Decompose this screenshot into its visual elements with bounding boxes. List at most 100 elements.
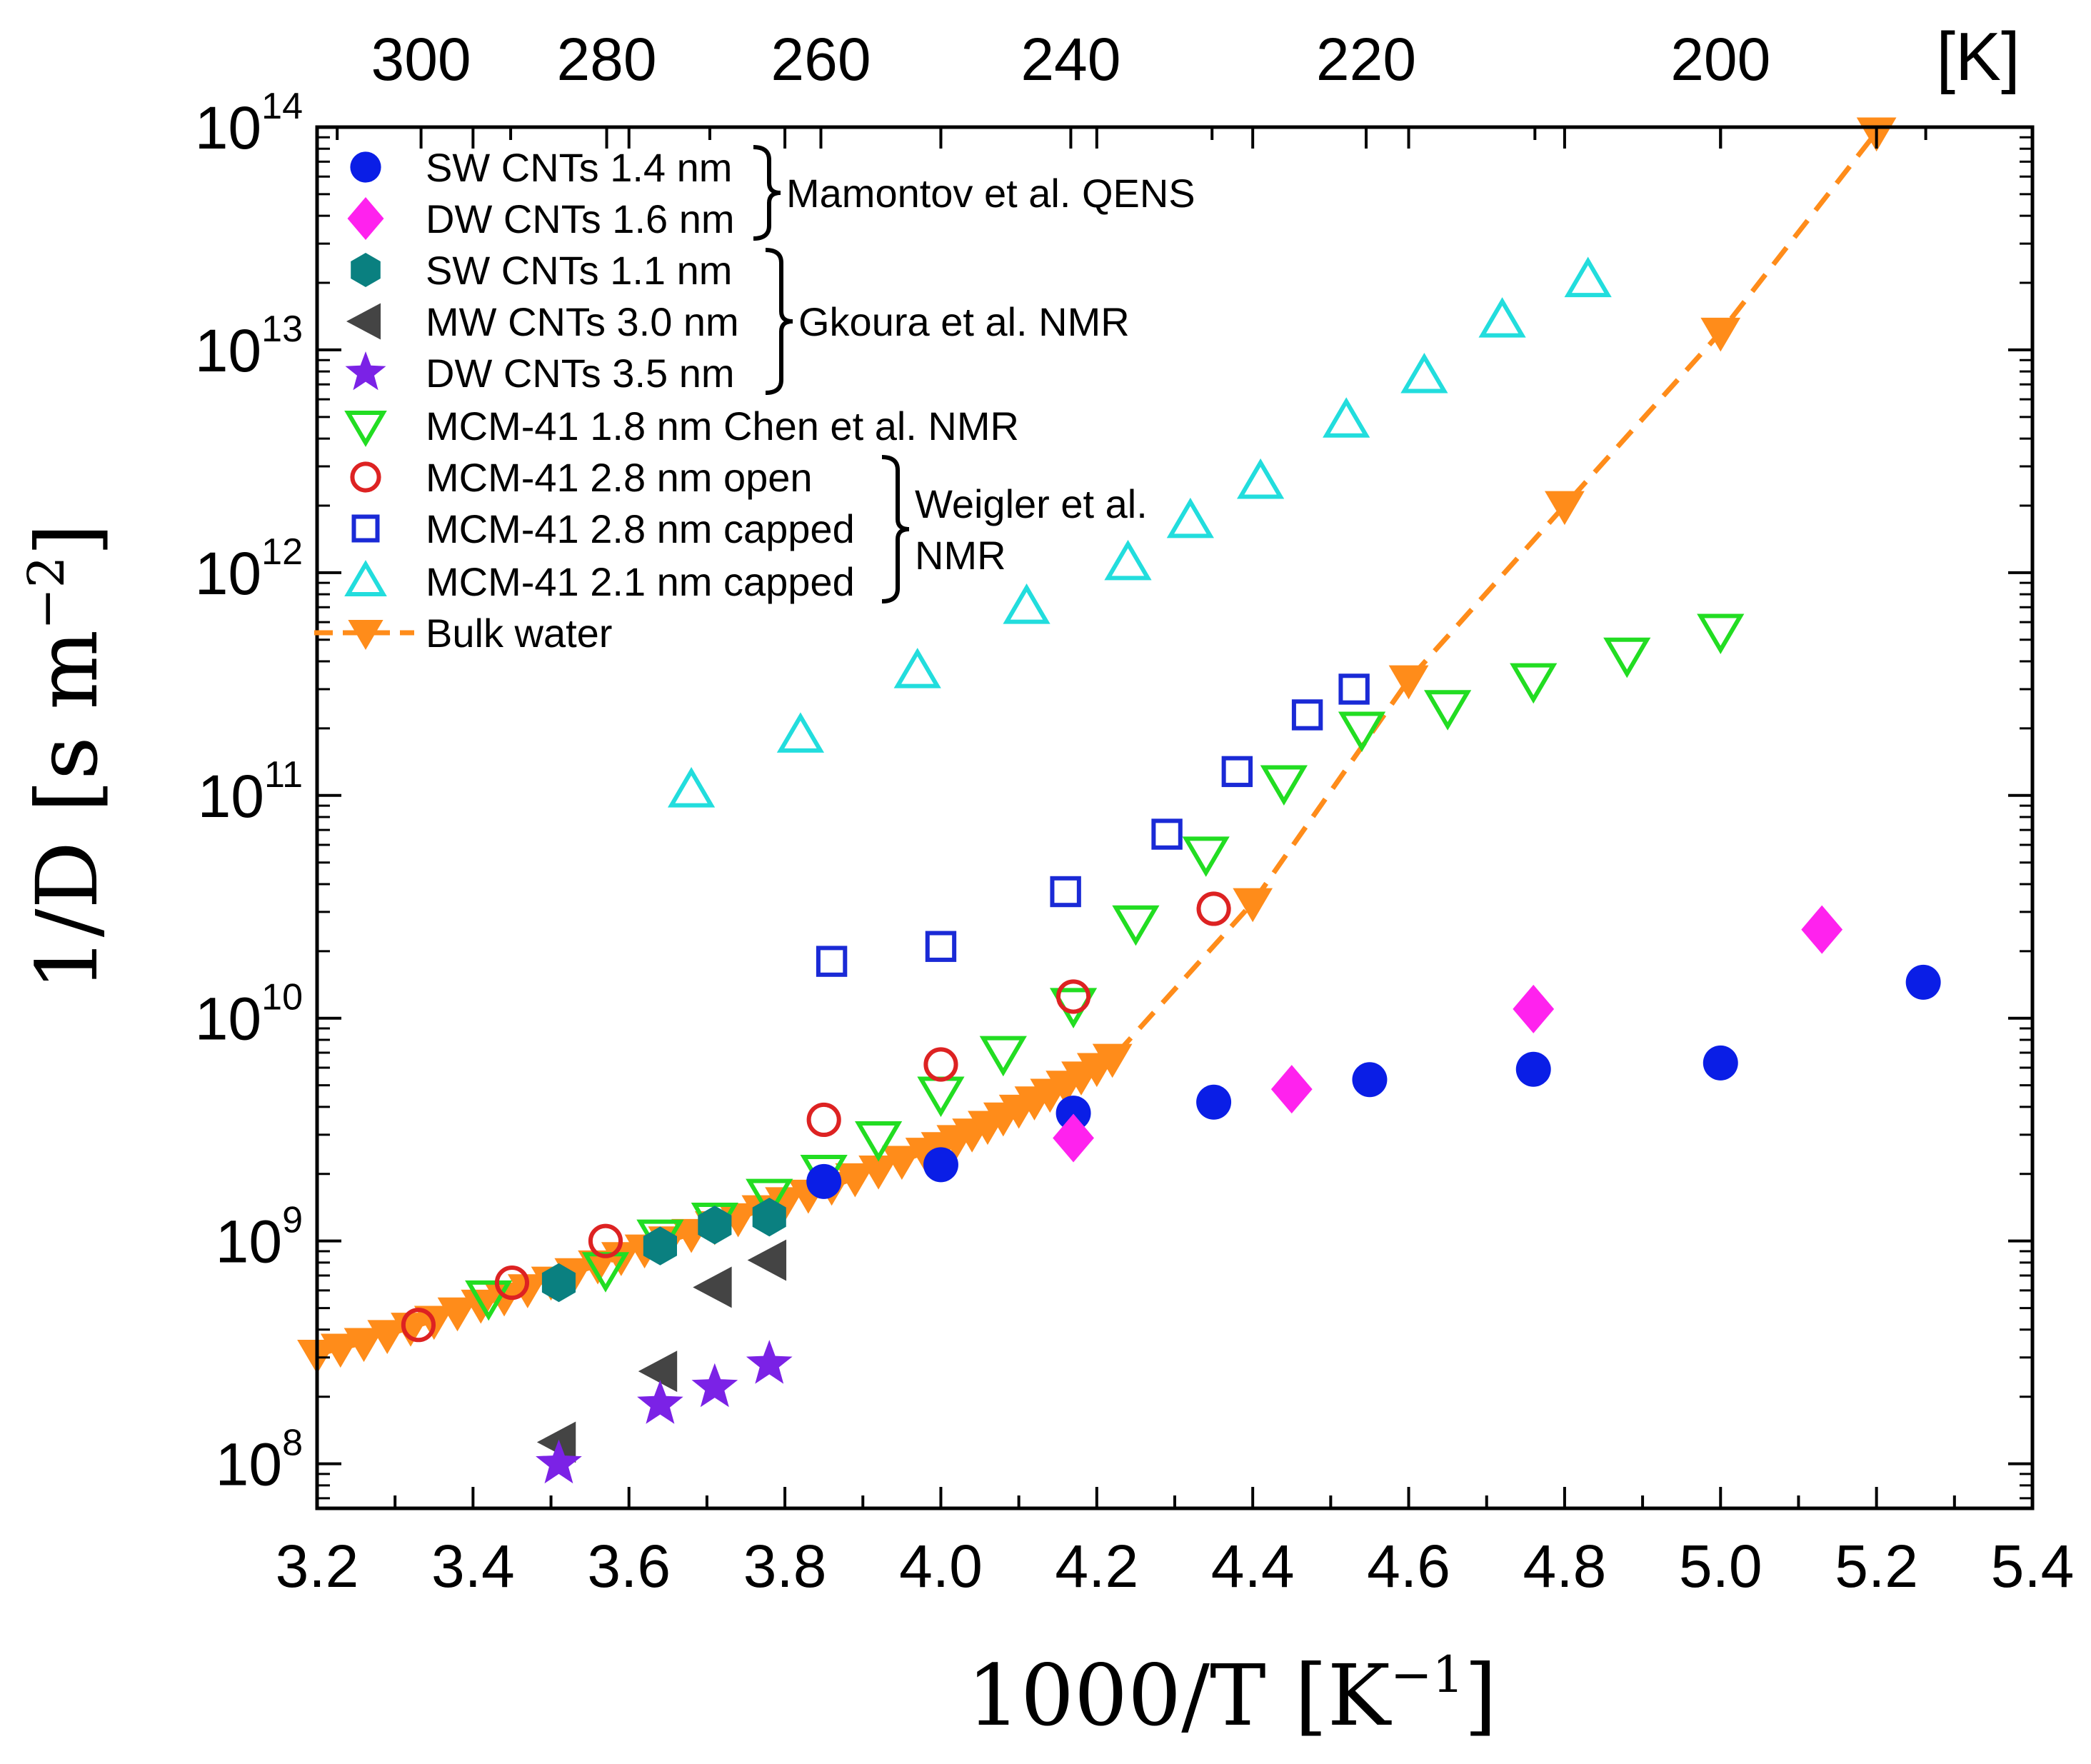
legend-label: MCM-41 2.8 nm open <box>426 455 813 500</box>
data-point <box>1388 665 1429 700</box>
data-point <box>507 1274 548 1308</box>
series-mcm-41-2-1-nm-capped <box>667 256 1612 808</box>
x-tick-label: 5.2 <box>1835 1533 1918 1600</box>
data-point <box>1151 818 1183 850</box>
data-point <box>320 1333 361 1368</box>
legend-marker <box>347 197 384 240</box>
legend-entry: MCM-41 2.1 nm capped <box>344 559 855 604</box>
legend-marker <box>351 253 381 287</box>
data-point <box>1323 397 1370 438</box>
data-point <box>1260 765 1308 806</box>
legend-entry: Bulk water <box>314 611 612 656</box>
top-tick-label: 300 <box>371 26 471 93</box>
data-point <box>1166 497 1214 538</box>
series-sw-cnts-1-4-nm <box>806 964 1941 1199</box>
x-tick-label: 4.8 <box>1523 1533 1607 1600</box>
data-point <box>979 1036 1027 1077</box>
x-axis-title: 1000/T [K−1] <box>967 1645 1497 1745</box>
data-point <box>1515 1051 1551 1087</box>
data-point <box>1233 888 1273 923</box>
data-point <box>1055 1096 1091 1131</box>
legend-entry: DW CNTs 3.5 nm <box>345 351 735 396</box>
legend-marker <box>346 303 381 340</box>
data-point <box>1092 1043 1133 1078</box>
group-label: Weigler et al. <box>915 481 1148 526</box>
data-point <box>1801 905 1843 954</box>
top-tick-label: 200 <box>1670 26 1770 93</box>
data-point <box>484 1282 524 1317</box>
series-dw-cnts-3-5-nm <box>536 1340 793 1484</box>
y-tick-label: 109 <box>216 1200 303 1276</box>
data-point <box>765 1187 805 1221</box>
data-point <box>1338 673 1370 705</box>
data-point <box>637 1380 683 1424</box>
data-point <box>1400 352 1448 394</box>
legend-entry: SW CNTs 1.4 nm <box>350 145 732 190</box>
data-point <box>923 1047 958 1082</box>
x-tick-label: 3.8 <box>743 1533 827 1600</box>
data-point <box>752 1198 786 1237</box>
legend-label: SW CNTs 1.1 nm <box>426 248 732 293</box>
data-point <box>344 1328 384 1363</box>
data-point <box>1196 1084 1232 1120</box>
data-point <box>806 1163 842 1199</box>
legend-entry: DW CNTs 1.6 nm <box>347 196 735 241</box>
x-tick-label: 3.2 <box>276 1533 359 1600</box>
y-axis-title: 1/D[s m−2] <box>17 523 116 991</box>
group-label: Mamontov et al. QENS <box>786 171 1195 216</box>
data-point <box>691 1363 738 1408</box>
legend-marker <box>344 560 387 596</box>
data-point <box>1424 690 1472 731</box>
legend-marker <box>344 411 387 447</box>
data-point <box>1270 1065 1313 1114</box>
data-point <box>1352 1062 1388 1098</box>
data-point <box>1703 1045 1738 1081</box>
legend-marker <box>350 151 381 183</box>
data-point <box>391 1313 431 1347</box>
legend-group: Gkoura et al. NMR <box>765 248 1130 395</box>
y-tick-label: 1010 <box>195 977 303 1053</box>
group-label: Gkoura et al. NMR <box>798 299 1130 344</box>
data-point <box>816 946 848 977</box>
legend-label: MW CNTs 3.0 nm <box>426 299 739 344</box>
data-point <box>1338 711 1386 753</box>
legend-marker <box>351 514 380 543</box>
data-point <box>835 1163 876 1198</box>
legend-label: DW CNTs 3.5 nm <box>426 351 735 396</box>
x-tick-label: 4.0 <box>899 1533 983 1600</box>
data-point <box>747 1239 787 1281</box>
series-mw-cnts-3-0-nm <box>536 1239 787 1463</box>
data-point <box>638 1350 678 1393</box>
x-tick-label: 5.0 <box>1679 1533 1762 1600</box>
series-sw-cnts-1-1-nm <box>541 1198 786 1303</box>
data-point <box>893 648 941 688</box>
data-point <box>1055 979 1091 1014</box>
x-tick-label: 3.6 <box>587 1533 671 1600</box>
data-point <box>693 1266 732 1308</box>
data-point <box>698 1206 732 1245</box>
data-point <box>881 1146 922 1181</box>
data-point <box>1112 905 1160 946</box>
y-tick-label: 1014 <box>195 86 303 161</box>
data-point <box>1182 836 1230 877</box>
y-tick-label: 108 <box>216 1423 303 1498</box>
data-point <box>1053 1113 1094 1163</box>
top-tick-label: 280 <box>556 26 656 93</box>
data-point <box>746 1178 793 1220</box>
x-tick-label: 4.4 <box>1211 1533 1295 1600</box>
data-point <box>465 1280 513 1321</box>
data-point <box>1291 699 1323 731</box>
data-point <box>536 1439 582 1484</box>
legend-entry: MCM-41 1.8 nm Chen et al. NMR <box>344 404 1019 448</box>
data-point <box>1513 984 1555 1033</box>
x-tick-label: 5.4 <box>1991 1533 2075 1600</box>
data-point <box>854 1121 903 1162</box>
series-mcm-41-2-8-nm-open <box>401 891 1231 1343</box>
y-tick-label: 1012 <box>195 531 303 607</box>
legend-label: MCM-41 1.8 nm Chen et al. NMR <box>426 404 1019 448</box>
data-point <box>1697 613 1745 654</box>
top-axis-unit: [K] <box>1936 19 2020 95</box>
legend-entry: SW CNTs 1.1 nm <box>351 248 732 293</box>
legend-entry: MCM-41 2.8 nm open <box>350 455 813 500</box>
